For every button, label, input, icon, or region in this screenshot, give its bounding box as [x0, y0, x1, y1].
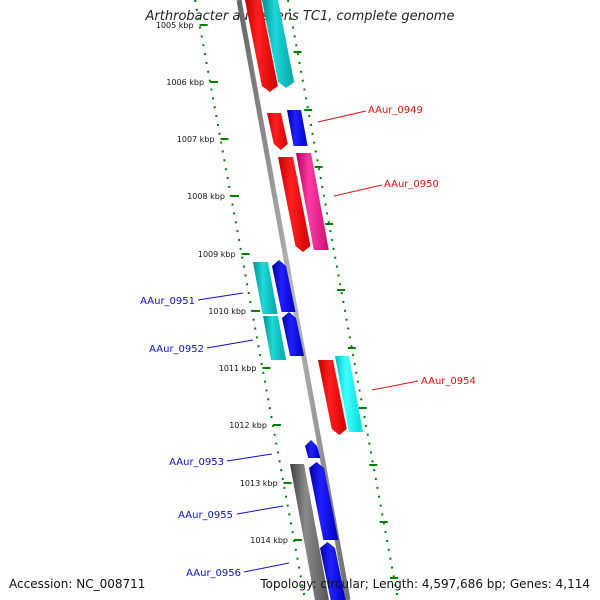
- gene-label-aaur-0951[interactable]: AAur_0951: [140, 296, 195, 307]
- gene-cyan-top: [262, 0, 295, 88]
- callout-line-aaur-0949: [317, 110, 367, 123]
- gene-gray-0955: [290, 464, 329, 600]
- callout-line-aaur-0951: [197, 292, 244, 301]
- gene-red-top: [245, 0, 278, 92]
- callout-line-aaur-0950: [333, 184, 383, 197]
- gene-blue-0956: [320, 542, 346, 600]
- gene-label-aaur-0953[interactable]: AAur_0953: [169, 457, 224, 468]
- callout-line-aaur-0954: [371, 380, 419, 391]
- gene-label-aaur-0952[interactable]: AAur_0952: [149, 344, 204, 355]
- kbp-ticks: 1005 kbp 1006 kbp 1007 kbp 1008 kbp 1009 kbp…: [156, 21, 302, 545]
- tick-label: 1007 kbp: [177, 135, 215, 144]
- callout-line-aaur-0953: [226, 453, 273, 462]
- gene-cyan-0954: [335, 356, 363, 432]
- callout-line-aaur-0952: [206, 339, 254, 349]
- genome-summary-text: Topology: circular; Length: 4,597,686 bp…: [260, 577, 590, 591]
- gene-blue-0951: [272, 260, 296, 312]
- tick-label: 1011 kbp: [219, 364, 257, 373]
- gene-red-0949: [267, 113, 288, 150]
- gene-cyan-0952: [263, 316, 287, 360]
- gene-label-aaur-0954[interactable]: AAur_0954: [421, 376, 476, 387]
- gene-blue-0949b: [287, 110, 308, 146]
- tick-label: 1012 kbp: [229, 421, 267, 430]
- tick-label-top-partial: 1005 kbp: [156, 21, 194, 30]
- gene-blue-0952: [282, 312, 305, 356]
- gene-callouts: AAur_0949 AAur_0950 AAur_0951 AAur_0952 AAur…: [140, 105, 476, 579]
- gene-red-0954: [318, 360, 347, 435]
- tick-label: 1013 kbp: [240, 479, 278, 488]
- accession-text: Accession: NC_008711: [9, 577, 146, 591]
- gene-features: [245, 0, 363, 600]
- tick-label: 1006 kbp: [166, 78, 204, 87]
- callout-line-aaur-0956: [243, 562, 290, 573]
- gene-label-aaur-0949[interactable]: AAur_0949: [368, 105, 423, 116]
- tick-label: 1008 kbp: [187, 192, 225, 201]
- gene-blue-0953: [305, 440, 321, 458]
- gene-label-aaur-0956[interactable]: AAur_0956: [186, 568, 241, 579]
- tick-label: 1009 kbp: [198, 250, 236, 259]
- callout-line-aaur-0955: [236, 505, 284, 515]
- gene-label-aaur-0955[interactable]: AAur_0955: [178, 510, 233, 521]
- right-ruler-ticks: [293, 51, 398, 579]
- tick-label: 1010 kbp: [208, 307, 246, 316]
- gene-magenta-0950: [296, 153, 329, 250]
- tick-label: 1014 kbp: [250, 536, 288, 545]
- gene-cyan-0951: [253, 262, 278, 314]
- gene-label-aaur-0950[interactable]: AAur_0950: [384, 179, 439, 190]
- gene-red-0950: [278, 157, 311, 252]
- gene-blue-0955: [309, 462, 339, 540]
- genome-title: Arthrobacter aurescens TC1, complete gen…: [145, 9, 455, 24]
